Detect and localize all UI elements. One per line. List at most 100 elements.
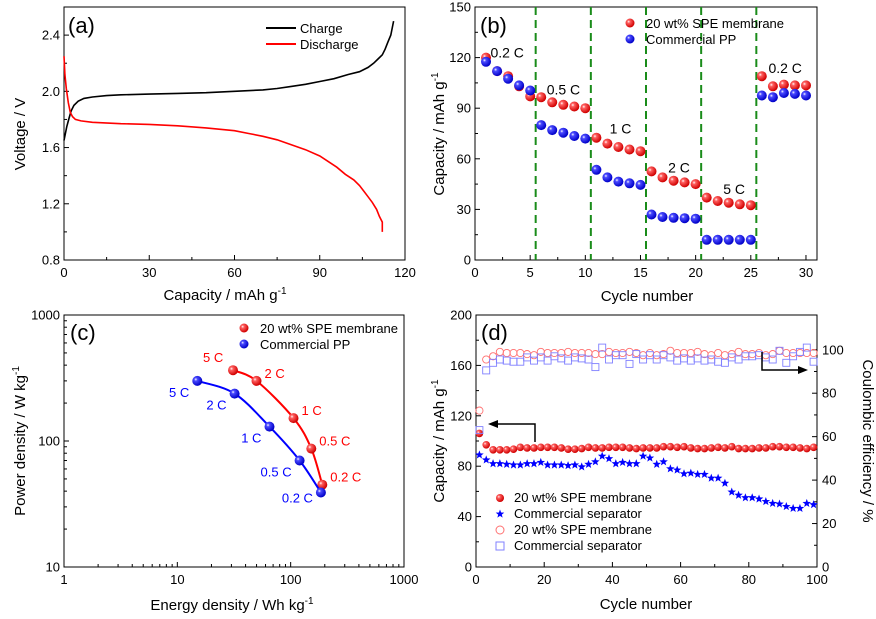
pp-data-point <box>536 120 547 131</box>
rate-label: 5 C <box>169 385 189 400</box>
commercial-capacity-point <box>679 469 689 478</box>
x-tick-label: 80 <box>742 572 756 587</box>
legend-label-spe-efficiency: 20 wt% SPE membrane <box>514 522 652 537</box>
spe-capacity-point <box>687 444 695 452</box>
spe-efficiency-point <box>516 348 525 358</box>
y-tick-label: 150 <box>449 0 471 15</box>
spe-capacity-point <box>803 444 811 453</box>
commercial-capacity-point <box>543 460 552 469</box>
commercial-efficiency-point <box>720 358 729 367</box>
rate-label: 2 C <box>265 366 285 381</box>
panel-c-xlabel-text: Energy density / Wh kg <box>150 597 304 614</box>
spe-capacity-point <box>489 446 497 454</box>
commercial-capacity-point <box>502 459 511 468</box>
pp-data-point <box>635 179 646 190</box>
panel-b-legend: 20 wt% SPE membrane Commercial PP <box>625 16 784 47</box>
spe-data-point <box>789 80 800 91</box>
commercial-efficiency-point <box>584 355 593 364</box>
commercial-efficiency-point <box>482 366 491 375</box>
arrow-left-head <box>488 420 498 428</box>
spe-capacity-point <box>652 444 661 452</box>
spe-data-point <box>288 413 299 424</box>
spe-efficiency-point <box>707 351 716 360</box>
commercial-capacity-point <box>618 457 627 467</box>
commercial-efficiency-point <box>598 343 607 352</box>
spe-data-point <box>690 179 701 190</box>
pp-data-point <box>481 56 491 67</box>
arrow-right-head <box>798 366 808 374</box>
pp-data-point <box>569 131 580 141</box>
spe-capacity-point <box>775 442 784 451</box>
panel-a-ylabel: Voltage / V <box>12 98 29 171</box>
legend-label-spe: 20 wt% SPE membrane <box>646 16 784 31</box>
y-tick-label: 100 <box>38 434 60 449</box>
legend-label-spe-capacity: 20 wt% SPE membrane <box>514 490 652 505</box>
spe-data-point <box>701 192 712 203</box>
spe-data-point <box>306 443 317 454</box>
spe-data-point <box>668 175 679 186</box>
spe-data-point <box>646 166 657 177</box>
commercial-efficiency-point <box>673 356 682 365</box>
panel-b-ylabel-text: Capacity / mAh g <box>431 81 448 195</box>
commercial-efficiency-point <box>625 359 634 368</box>
panel-d-ylabel-right: Coulombic efficiency / % <box>859 359 876 522</box>
spe-efficiency-point <box>761 351 770 360</box>
commercial-capacity-point <box>645 453 655 462</box>
commercial-efficiency-point <box>495 355 504 364</box>
spe-capacity-point <box>537 443 545 452</box>
spe-efficiency-point <box>543 348 552 358</box>
spe-efficiency-point <box>639 351 648 360</box>
panel-b-label: (b) <box>480 13 507 38</box>
spe-efficiency-point <box>482 355 491 364</box>
legend-marker-spe <box>625 18 635 28</box>
spe-capacity-point <box>789 443 797 452</box>
pp-data-point <box>492 66 503 77</box>
spe-capacity-point <box>666 442 675 451</box>
pp-data-point <box>602 172 613 183</box>
panel-c-xlabel-sup: -1 <box>305 596 314 607</box>
spe-capacity-point <box>557 444 566 452</box>
y-tick-label: 90 <box>457 101 471 116</box>
rate-label: 2 C <box>206 398 226 413</box>
spe-capacity-point <box>523 444 531 452</box>
spe-data-point <box>767 81 778 92</box>
panel-c-label: (c) <box>70 320 96 345</box>
pp-data-point <box>701 234 712 245</box>
pp-data-point <box>613 176 624 187</box>
spe-capacity-point <box>700 444 709 453</box>
panel-c-ylabel: Power density / W kg-1 <box>11 366 29 516</box>
commercial-efficiency-point <box>802 343 811 352</box>
y-tick-label: 2.4 <box>42 28 60 43</box>
commercial-capacity-point <box>720 478 730 487</box>
commercial-efficiency-point <box>632 350 641 359</box>
x-tick-label: 90 <box>313 265 327 280</box>
spe-capacity-point <box>564 445 572 454</box>
spe-data-point <box>547 97 558 108</box>
pp-data-point <box>712 234 723 245</box>
spe-data-point <box>591 132 602 143</box>
spe-data-point <box>602 138 613 149</box>
commercial-capacity-point <box>659 457 668 466</box>
commercial-capacity-point <box>611 459 621 468</box>
x-tick-label: 120 <box>394 265 416 280</box>
spe-capacity-point <box>502 446 511 454</box>
spe-capacity-point <box>612 443 620 452</box>
commercial-capacity-point <box>597 451 607 460</box>
spe-capacity-point <box>728 442 736 451</box>
pp-data-point <box>778 88 789 98</box>
spe-data-point <box>536 92 547 103</box>
legend-label-commercial-capacity: Commercial separator <box>514 506 643 521</box>
spe-capacity-point <box>693 444 702 453</box>
rate-label: 5 C <box>723 181 745 197</box>
spe-capacity-point <box>721 444 729 452</box>
legend-label-pp: Commercial PP <box>646 32 736 47</box>
spe-efficiency-point <box>611 348 620 358</box>
y-tick-label: 120 <box>449 50 471 65</box>
spe-capacity-point <box>748 444 756 453</box>
pp-data-point <box>679 213 690 224</box>
x-tick-label: 15 <box>633 265 647 280</box>
spe-data-point <box>679 177 690 188</box>
panel-c-xlabel: Energy density / Wh kg-1 <box>150 596 314 614</box>
